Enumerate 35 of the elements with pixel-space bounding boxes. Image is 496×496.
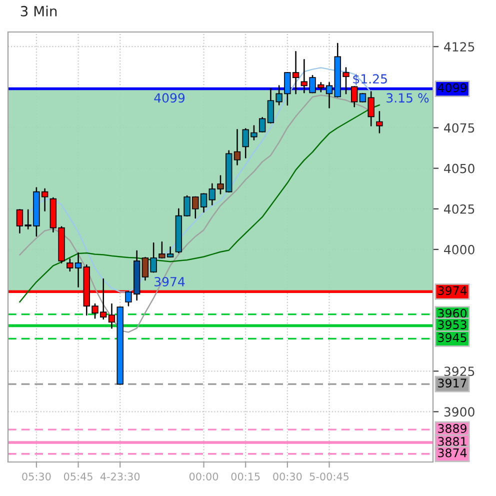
chart-title: 3 Min [20,6,57,16]
annotation: 4099 [154,93,185,103]
candlestick [326,82,333,108]
candlestick [351,86,358,108]
ref-line-label: 4099 [438,83,466,92]
annotation: 3.15 % [386,93,429,103]
ref-line-label: 3874 [438,448,467,458]
y-tick-label: 4025 [444,204,474,214]
x-tick-label: 05:30 [22,472,51,480]
x-tick-label: 00:00 [189,472,218,480]
ref-line-label: 3960 [438,308,467,318]
y-tick-label: 4075 [444,123,474,133]
x-tick-label: 00:15 [231,472,260,480]
candlestick [108,303,116,329]
ref-line-label: 3945 [438,333,466,342]
y-tick-label: 3925 [444,366,474,376]
annotation: $1.25 [353,74,387,86]
ref-line-label: 3917 [438,378,466,388]
x-tick-label: 05:45 [64,472,92,480]
x-tick-label: 5-00:45 [310,472,349,480]
y-tick-label: 3900 [444,407,474,417]
candlestick [234,129,241,166]
annotation: 3974 [154,276,185,286]
y-tick-label: 4050 [444,164,474,174]
candlestick [258,117,266,132]
x-tick-label: 00:30 [273,472,302,480]
ref-line-label: 3881 [438,437,466,446]
candlestick [200,193,208,213]
ref-line-label: 3974 [438,286,467,296]
candlestick [376,111,383,134]
ref-line-label: 3889 [438,424,466,433]
y-tick-label: 4125 [444,42,474,52]
x-tick-label: 4-23:30 [100,472,140,480]
y-tick-label: 4000 [444,244,474,254]
ref-line-label: 3953 [438,320,466,330]
